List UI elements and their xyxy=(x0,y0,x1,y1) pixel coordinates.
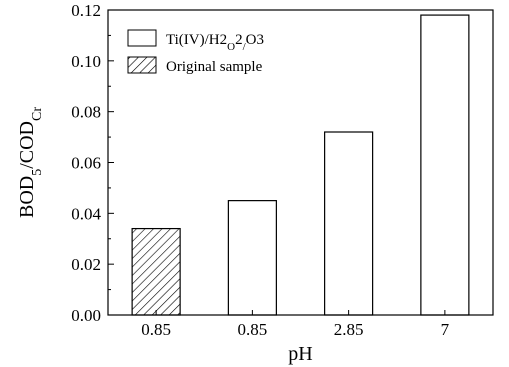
y-tick-label: 0.12 xyxy=(71,1,101,20)
legend-swatch xyxy=(127,29,157,47)
legend: Ti(IV)/H2O2/O3 Original sample xyxy=(127,29,264,75)
bar-treated xyxy=(227,200,277,316)
y-tick-label: 0.00 xyxy=(71,306,101,325)
legend-label: Original sample xyxy=(166,59,263,75)
axes-layer xyxy=(107,9,494,316)
y-tick-label: 0.10 xyxy=(71,52,101,71)
y-axis-title: BOD5/CODCr xyxy=(16,107,45,218)
y-tick-label: 0.04 xyxy=(71,204,101,223)
y-tick-label: 0.06 xyxy=(71,154,101,173)
bar-treated xyxy=(324,131,374,316)
x-tick-label: 2.85 xyxy=(334,320,364,339)
legend-swatch xyxy=(127,56,157,74)
bar-original-sample xyxy=(131,227,181,316)
y-tick-label: 0.08 xyxy=(71,103,101,122)
legend-label: Ti(IV)/H2O2/O3 xyxy=(166,32,264,53)
bar-treated xyxy=(420,14,470,316)
x-tick-label: 7 xyxy=(441,320,450,339)
x-tick-label: 0.85 xyxy=(238,320,268,339)
labels-layer: 0.00 0.02 0.04 0.06 0.08 0.10 0.12 0.85 0.85 2.85… xyxy=(16,1,450,365)
y-tick-label: 0.02 xyxy=(71,255,101,274)
x-tick-label: 0.85 xyxy=(141,320,171,339)
bars-layer xyxy=(131,14,470,316)
x-axis-title: pH xyxy=(288,343,312,365)
